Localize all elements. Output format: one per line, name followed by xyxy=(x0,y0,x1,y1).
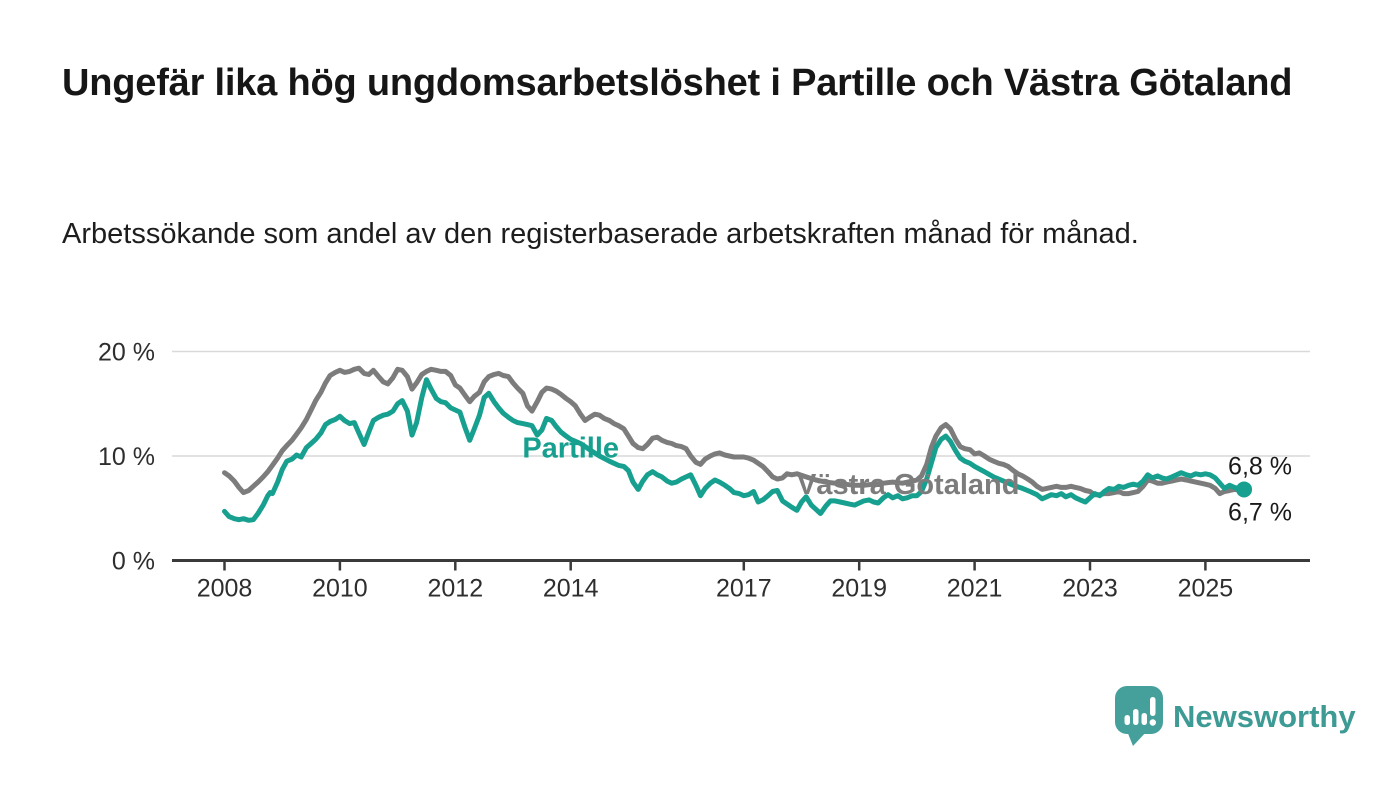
logo-exclamation-dot xyxy=(1149,719,1156,726)
v-stra-g-taland-line xyxy=(222,365,1247,498)
partille-end-value: 6,8 % xyxy=(1228,452,1292,480)
x-axis-label-2021: 2021 xyxy=(947,575,1003,603)
page-title: Ungefär lika hög ungdomsarbetslöshet i P… xyxy=(62,62,1293,104)
newsworthy-logo-text: Newsworthy xyxy=(1173,699,1356,734)
v-stra-g-taland-series-label: Västra Götaland xyxy=(797,469,1019,501)
x-axis-label-2019: 2019 xyxy=(831,575,887,603)
x-axis-label-2008: 2008 xyxy=(197,575,253,603)
x-axis-label-2014: 2014 xyxy=(543,575,599,603)
x-axis-label-2023: 2023 xyxy=(1062,575,1118,603)
x-axis-label-2025: 2025 xyxy=(1178,575,1234,603)
logo-bubble xyxy=(1115,686,1163,734)
partille-end-dot xyxy=(1236,481,1253,498)
x-axis-label-2010: 2010 xyxy=(312,575,368,603)
y-axis-label-20: 20 % xyxy=(98,339,155,367)
partille-line xyxy=(222,377,1247,523)
logo-bubble-tail xyxy=(1127,731,1147,746)
y-axis-label-10: 10 % xyxy=(98,443,155,471)
logo-bar-1 xyxy=(1124,715,1130,725)
logo-bar-2 xyxy=(1133,709,1139,725)
x-axis-label-2012: 2012 xyxy=(427,575,483,603)
partille-series-label: Partille xyxy=(522,433,619,465)
y-axis-label-0: 0 % xyxy=(112,548,155,576)
newsworthy-logo: Newsworthy xyxy=(1115,686,1356,746)
page-subtitle: Arbetssökande som andel av den registerb… xyxy=(62,218,1139,250)
logo-exclamation-bar xyxy=(1150,697,1156,716)
logo-bar-3 xyxy=(1141,713,1147,725)
x-axis-label-2017: 2017 xyxy=(716,575,772,603)
v-stra-g-taland-end-value: 6,7 % xyxy=(1228,498,1292,526)
newsworthy-logo-mark xyxy=(1115,686,1163,746)
